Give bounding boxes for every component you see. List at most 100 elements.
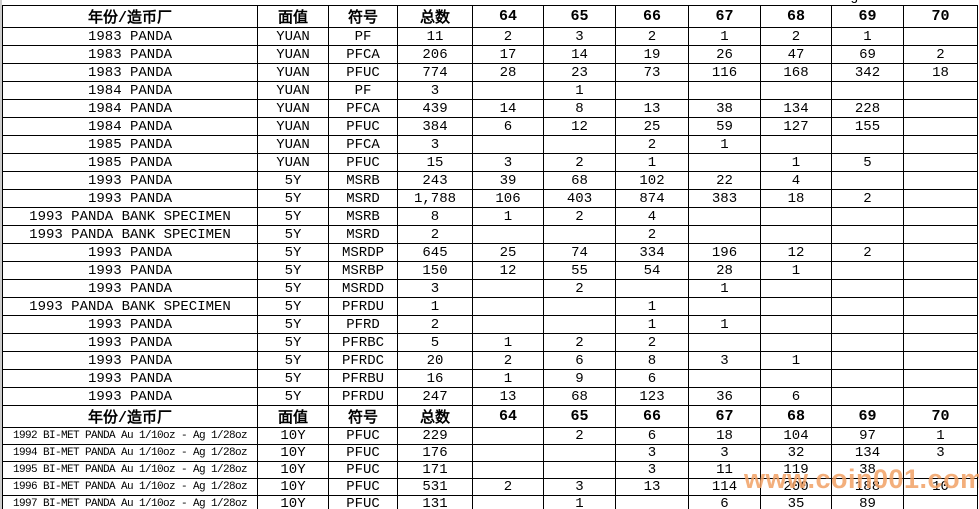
cell-value: 13 bbox=[615, 478, 689, 496]
cell-value bbox=[472, 444, 544, 462]
cell-value: 9 bbox=[543, 369, 616, 388]
cell-value bbox=[760, 297, 832, 316]
table-row: 1994 BI-MET PANDA Au 1/10oz - Ag 1/28oz 1… bbox=[2, 444, 978, 462]
cell-value bbox=[903, 153, 978, 172]
cell-value bbox=[688, 207, 761, 226]
cell-value: 1 bbox=[760, 153, 832, 172]
cell-value: 11 bbox=[688, 461, 761, 479]
cell-value bbox=[760, 81, 832, 100]
cell-value: 10Y bbox=[257, 495, 329, 509]
cell-value bbox=[831, 369, 904, 388]
cell-value: 1,788 bbox=[397, 189, 473, 208]
cell-value: 2 bbox=[543, 207, 616, 226]
cell-value: PFUC bbox=[328, 63, 398, 82]
cell-value: 200 bbox=[760, 478, 832, 496]
cell-value bbox=[543, 315, 616, 334]
table-row: 1985 PANDA YUAN PFCA 3 2 1 bbox=[2, 135, 978, 154]
cell-value: YUAN bbox=[257, 27, 329, 46]
cell-value: 15 bbox=[397, 153, 473, 172]
cell-value: 383 bbox=[688, 189, 761, 208]
cell-value: 6 bbox=[543, 351, 616, 370]
cell-value: 68 bbox=[543, 387, 616, 406]
cell-value: 5Y bbox=[257, 333, 329, 352]
cell-value: YUAN bbox=[257, 153, 329, 172]
cell-value: 14 bbox=[543, 45, 616, 64]
cell-value: 59 bbox=[688, 117, 761, 136]
col-header: 69 bbox=[831, 405, 904, 428]
cell-value: 5Y bbox=[257, 243, 329, 262]
cell-value: 134 bbox=[831, 444, 904, 462]
cell-value bbox=[903, 189, 978, 208]
cell-value: 206 bbox=[397, 45, 473, 64]
col-header: 65 bbox=[543, 405, 616, 428]
table-row: 1983 PANDA YUAN PFCA 206 17 14 19 26 47 69 2 bbox=[2, 45, 978, 64]
table-row: 1985 PANDA YUAN PFUC 15 3 2 1 1 5 bbox=[2, 153, 978, 172]
cell-value: 1 bbox=[760, 351, 832, 370]
cell-value: 5Y bbox=[257, 279, 329, 298]
cell-value bbox=[903, 387, 978, 406]
cell-value bbox=[472, 495, 544, 509]
cell-value: 3 bbox=[543, 478, 616, 496]
cell-value: 36 bbox=[688, 387, 761, 406]
cell-value: 403 bbox=[543, 189, 616, 208]
cell-value: 5Y bbox=[257, 189, 329, 208]
cell-value: 2 bbox=[831, 189, 904, 208]
cell-value: PFUC bbox=[328, 117, 398, 136]
cell-value: 32 bbox=[760, 444, 832, 462]
cell-value bbox=[760, 369, 832, 388]
cell-value bbox=[903, 279, 978, 298]
cell-value bbox=[615, 81, 689, 100]
cell-value: 3 bbox=[397, 279, 473, 298]
cell-value: 5Y bbox=[257, 225, 329, 244]
cell-value bbox=[903, 297, 978, 316]
cell-value: 1 bbox=[543, 81, 616, 100]
cell-year-mint: 1994 BI-MET PANDA Au 1/10oz - Ag 1/28oz bbox=[2, 444, 258, 462]
cell-year-mint: 1993 PANDA bbox=[2, 369, 258, 388]
cell-value: 6 bbox=[688, 495, 761, 509]
cell-value: 25 bbox=[615, 117, 689, 136]
cell-value: 5Y bbox=[257, 351, 329, 370]
cell-value: 10Y bbox=[257, 427, 329, 445]
cell-value bbox=[688, 369, 761, 388]
cell-value bbox=[831, 207, 904, 226]
cell-value: 22 bbox=[688, 171, 761, 190]
cell-value bbox=[831, 261, 904, 280]
cell-value: 5Y bbox=[257, 369, 329, 388]
cell-value bbox=[831, 279, 904, 298]
cell-value: 228 bbox=[831, 99, 904, 118]
cell-value: 5Y bbox=[257, 171, 329, 190]
cell-value: 3 bbox=[543, 27, 616, 46]
col-header: 67 bbox=[688, 405, 761, 428]
cell-value: 55 bbox=[543, 261, 616, 280]
cell-value: 176 bbox=[397, 444, 473, 462]
cell-value: 247 bbox=[397, 387, 473, 406]
cell-value bbox=[472, 427, 544, 445]
table-row: 1996 BI-MET PANDA Au 1/10oz - Ag 1/28oz 1… bbox=[2, 478, 978, 496]
cell-value: 28 bbox=[472, 63, 544, 82]
table-row: 1993 PANDA 5Y MSRDP 645 25 74 334 196 12 2 bbox=[2, 243, 978, 262]
cell-value: YUAN bbox=[257, 63, 329, 82]
cell-value: 6 bbox=[472, 117, 544, 136]
cell-value bbox=[831, 81, 904, 100]
cell-value: 342 bbox=[831, 63, 904, 82]
cell-year-mint: 1984 PANDA bbox=[2, 81, 258, 100]
cell-value: 5Y bbox=[257, 297, 329, 316]
cell-value: 3 bbox=[397, 81, 473, 100]
table-row: 1993 PANDA 5Y MSRBP 150 12 55 54 28 1 bbox=[2, 261, 978, 280]
cell-year-mint: 1993 PANDA BANK SPECIMEN bbox=[2, 225, 258, 244]
cell-value: 106 bbox=[472, 189, 544, 208]
cell-value bbox=[543, 135, 616, 154]
cell-value: 18 bbox=[688, 427, 761, 445]
cell-value bbox=[472, 297, 544, 316]
cell-value: 2 bbox=[543, 153, 616, 172]
cell-value bbox=[760, 207, 832, 226]
table-row: 1993 PANDA 5Y PFRBU 16 1 9 6 bbox=[2, 369, 978, 388]
cell-year-mint: 1993 PANDA bbox=[2, 315, 258, 334]
cell-value: MSRDP bbox=[328, 243, 398, 262]
cell-value bbox=[903, 207, 978, 226]
cell-value: 13 bbox=[615, 99, 689, 118]
cell-value: 18 bbox=[903, 63, 978, 82]
cell-value: MSRD bbox=[328, 189, 398, 208]
cell-value: 12 bbox=[760, 243, 832, 262]
